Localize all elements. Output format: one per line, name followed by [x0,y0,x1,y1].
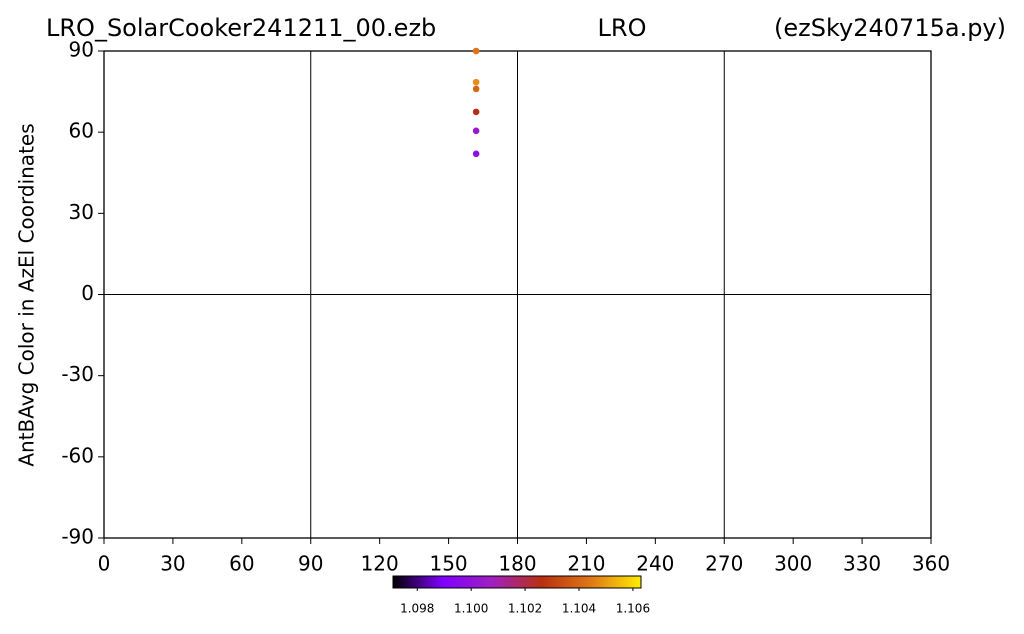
colorbar-tick-label: 1.100 [454,602,488,616]
title-center: LRO [598,14,647,42]
x-tick-label: 360 [912,552,950,576]
y-tick-label: -30 [61,362,94,386]
x-tick-label: 270 [705,552,743,576]
x-tick-label: 330 [843,552,881,576]
y-tick-label: 90 [69,38,94,62]
y-tick-label: -90 [61,525,94,549]
colorbar-tick-label: 1.102 [508,602,542,616]
colorbar-tick-label: 1.104 [562,602,596,616]
x-tick-label: 0 [98,552,111,576]
x-tick-label: 120 [361,552,399,576]
colorbar [392,575,642,589]
x-tick-label: 150 [429,552,467,576]
data-point [472,108,480,116]
colorbar-tick-label: 1.098 [400,602,434,616]
y-tick-label: 0 [81,281,94,305]
y-tick-label: 30 [69,200,94,224]
x-tick-label: 90 [298,552,323,576]
title-left: LRO_SolarCooker241211_00.ezb [46,14,436,42]
x-tick-label: 210 [567,552,605,576]
y-tick-label: -60 [61,443,94,467]
data-point [472,78,480,86]
data-point [472,85,480,93]
title-right: (ezSky240715a.py) [774,14,1006,42]
data-point [472,150,480,158]
x-tick-label: 180 [498,552,536,576]
data-point [472,47,480,55]
colorbar-tick-label: 1.106 [616,602,650,616]
x-tick-label: 30 [160,552,185,576]
data-point [472,127,480,135]
x-tick-label: 300 [774,552,812,576]
y-axis-label: AntBAvg Color in AzEl Coordinates [15,123,39,466]
y-tick-label: 60 [69,119,94,143]
x-tick-label: 60 [229,552,254,576]
x-tick-label: 240 [636,552,674,576]
